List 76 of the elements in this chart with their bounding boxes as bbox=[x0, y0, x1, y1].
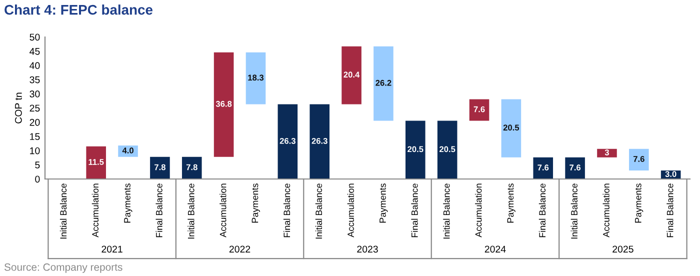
y-tick-label: 5 bbox=[35, 162, 40, 168]
x-tick-label: Payments bbox=[124, 183, 132, 223]
data-label: 3 bbox=[604, 149, 609, 156]
x-tick-label: Payments bbox=[380, 183, 388, 223]
data-label: 18.3 bbox=[248, 74, 264, 81]
y-tick-label: 45 bbox=[30, 48, 40, 55]
x-tick-label: Final Balance bbox=[283, 184, 290, 238]
bar bbox=[406, 120, 426, 179]
bar bbox=[533, 157, 554, 179]
bar bbox=[597, 148, 617, 158]
x-tick-label: Accumulation bbox=[220, 184, 226, 238]
data-label: 36.8 bbox=[216, 100, 232, 107]
x-tick-label: Accumulation bbox=[475, 184, 482, 238]
bar bbox=[342, 46, 362, 104]
chart-title: Chart 4: FEPC balance bbox=[4, 4, 152, 15]
bar bbox=[182, 156, 202, 179]
text: 2025 bbox=[612, 246, 634, 253]
y-tick-label: 40 bbox=[30, 62, 40, 70]
text: 2022 bbox=[229, 246, 250, 253]
bar bbox=[501, 99, 522, 158]
data-label: 7.6 bbox=[570, 164, 581, 170]
bar bbox=[469, 99, 490, 121]
data-label: 7.8 bbox=[186, 164, 198, 170]
bar bbox=[310, 104, 330, 179]
bar bbox=[437, 120, 458, 179]
data-label: 26.2 bbox=[376, 80, 392, 86]
x-tick-label: Final Balance bbox=[156, 184, 162, 238]
bar bbox=[278, 104, 298, 179]
x-tick-label: Initial Balance bbox=[188, 184, 194, 239]
x-tick-label: Initial Balance bbox=[443, 184, 450, 239]
text: 2021 bbox=[102, 246, 122, 253]
x-tick-label: Initial Balance bbox=[315, 184, 322, 239]
text: 2023 bbox=[357, 246, 378, 253]
bar bbox=[86, 146, 106, 179]
x-tick-label: Final Balance bbox=[411, 184, 418, 238]
data-label: 3.0 bbox=[665, 171, 676, 177]
x-tick-label: Payments bbox=[635, 183, 644, 223]
source-note: Source: Company reports bbox=[4, 263, 122, 273]
x-tick-label: Initial Balance bbox=[60, 184, 67, 239]
x-tick-label: Final Balance bbox=[666, 184, 674, 238]
bar bbox=[629, 148, 649, 170]
y-tick-label: 10 bbox=[30, 147, 40, 154]
x-tick-label: Final Balance bbox=[538, 184, 546, 238]
y-tick-label: 0 bbox=[35, 176, 40, 183]
bar bbox=[374, 46, 394, 121]
data-label: 20.5 bbox=[440, 146, 456, 152]
data-label: 20.5 bbox=[503, 124, 520, 131]
x-tick-label: Payments bbox=[252, 183, 260, 223]
data-label: 20.5 bbox=[408, 146, 424, 152]
data-label: 26.3 bbox=[280, 138, 296, 144]
y-tick-label: 25 bbox=[30, 104, 40, 112]
y-tick-label: 20 bbox=[30, 118, 40, 126]
x-tick-label: Accumulation bbox=[602, 184, 610, 238]
y-axis-title: COP tn bbox=[14, 92, 22, 124]
bar bbox=[246, 52, 266, 104]
text: 2024 bbox=[484, 246, 506, 253]
data-label: 7.6 bbox=[474, 106, 485, 112]
x-tick-label: Payments bbox=[507, 183, 516, 223]
y-tick-label: 30 bbox=[30, 90, 40, 98]
bar bbox=[118, 145, 138, 157]
data-label: 20.4 bbox=[344, 72, 360, 78]
data-label: 7.6 bbox=[538, 164, 549, 170]
data-label: 11.5 bbox=[88, 159, 104, 165]
x-tick-label: Initial Balance bbox=[570, 184, 578, 239]
y-tick-label: 35 bbox=[30, 76, 40, 84]
x-tick-label: Accumulation bbox=[347, 184, 354, 238]
x-tick-label: Accumulation bbox=[92, 184, 99, 238]
data-label: 7.8 bbox=[154, 164, 166, 170]
bar bbox=[214, 52, 234, 157]
y-tick-label: 15 bbox=[30, 133, 40, 140]
y-tick-label: 50 bbox=[30, 34, 40, 41]
data-label: 7.6 bbox=[633, 156, 644, 162]
data-label: 4.0 bbox=[122, 148, 134, 154]
bar bbox=[565, 157, 585, 179]
bar bbox=[150, 156, 170, 179]
data-label: 26.3 bbox=[312, 138, 328, 144]
